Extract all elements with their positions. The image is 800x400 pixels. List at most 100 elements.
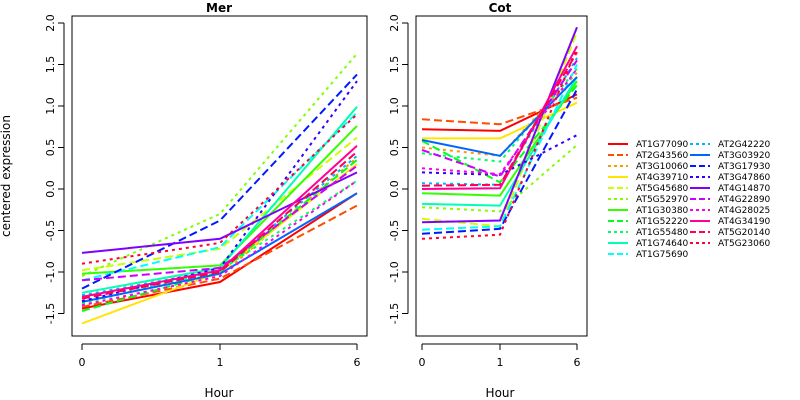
legend-label: AT3G17930 [718,162,771,172]
y-tick-label: 0.0 [388,180,401,198]
series-line-at5g45680 [81,136,358,272]
legend-label: AT4G39710 [636,173,689,183]
y-axis-mer: -1.5 -1.0 -0.5 0.0 0.5 1.0 1.5 2.0 [44,14,65,324]
legend-item: AT1G74640 [608,239,689,249]
series-line-at5g20140 [421,51,578,187]
legend-label: AT3G47860 [718,173,771,183]
legend-item: AT1G52220 [608,217,689,227]
legend-label: AT4G28025 [718,206,770,216]
legend-item: AT5G20140 [690,228,771,238]
series-line-at4g34190 [81,145,358,298]
series-line-at3g03920 [421,76,578,157]
y-tick-label: 1.0 [388,97,401,115]
legend-item: AT4G14870 [690,184,771,194]
legend-item: AT1G75690 [608,250,689,260]
series-line-at4g28025 [421,68,578,176]
legend-label: AT1G74640 [636,239,689,249]
series-line-at3g17930 [81,73,358,290]
y-tick-label: 1.5 [44,56,57,74]
panel-mer: Mer 0 1 6 -1.5 -1.0 -0.5 0.0 0.5 1.0 1.5 2.0 Hour [44,1,368,400]
legend-item: AT2G42220 [690,140,771,150]
legend-item: AT3G03920 [690,151,771,161]
series-line-at4g34190 [421,45,578,190]
x-axis-label-mer: Hour [205,386,234,400]
panel-cot: Cot 0 1 6 -1.5 -1.0 -0.5 0.0 0.5 1.0 1.5 2.0 Hour [388,1,588,400]
plot-frame-cot [415,15,588,337]
legend-label: AT1G75690 [636,250,689,260]
legend-item: AT3G10060 [608,162,689,172]
series-line-at1g75690 [421,64,578,231]
legend-label: AT3G10060 [636,162,689,172]
series-line-at1g75690 [81,111,358,282]
legend-label: AT4G34190 [718,217,771,227]
legend-item: AT5G23060 [690,239,771,249]
legend-item: AT3G17930 [690,162,771,172]
x-tick-label: 1 [217,356,224,369]
series-line-at4g28025 [81,179,358,307]
legend-label: AT4G22890 [718,195,771,205]
plot-frame-mer [71,15,368,337]
y-tick-label: -1.5 [44,303,57,324]
y-tick-label: 0.0 [44,180,57,198]
legend-item: AT5G45680 [608,184,689,194]
y-axis-label: centered expression [0,115,13,237]
x-axis-label-cot: Hour [486,386,515,400]
legend-item: AT4G28025 [690,206,770,216]
series-line-at5g52970 [81,53,358,278]
panel-title-mer: Mer [206,1,232,15]
legend-item: AT1G30380 [608,206,689,216]
x-tick-label: 0 [419,356,426,369]
series-layer-mer [81,53,358,325]
legend-item: AT3G47860 [690,173,771,183]
y-tick-label: -1.0 [44,261,57,282]
series-line-at4g22890 [81,164,358,282]
legend-label: AT1G30380 [636,206,689,216]
x-tick-label: 6 [354,356,361,369]
y-tick-label: 2.0 [44,14,57,32]
legend-item: AT5G52970 [608,195,689,205]
series-line-at5g52970 [421,144,578,213]
legend-item: AT4G22890 [690,195,771,205]
legend-label: AT4G14870 [718,184,771,194]
legend-item: AT4G39710 [608,173,689,183]
x-axis-cot: 0 1 6 [419,343,581,369]
legend-item: AT1G77090 [608,140,689,150]
legend-label: AT5G45680 [636,184,689,194]
series-line-at3g03920 [81,192,358,303]
y-tick-label: -0.5 [388,220,401,241]
legend-label: AT2G43560 [636,151,689,161]
legend-item: AT2G43560 [608,151,689,161]
series-line-at1g55480 [421,68,578,163]
legend-label: AT1G52220 [636,217,689,227]
legend: AT1G77090AT2G43560AT3G10060AT4G39710AT5G… [608,140,771,260]
series-line-at1g77090 [81,192,358,310]
series-line-at4g22890 [421,59,578,178]
legend-label: AT5G23060 [718,239,771,249]
series-layer-cot [421,26,578,240]
series-line-at1g30380 [81,125,358,275]
series-line-at5g23060 [421,47,578,240]
y-tick-label: 2.0 [388,14,401,32]
legend-label: AT2G42220 [718,140,771,150]
y-axis-cot: -1.5 -1.0 -0.5 0.0 0.5 1.0 1.5 2.0 [388,14,409,324]
legend-item: AT4G34190 [690,217,771,227]
y-tick-label: 0.5 [388,139,401,157]
legend-item: AT1G55480 [608,228,689,238]
series-line-at2g43560 [421,96,578,126]
series-line-at4g14870 [81,171,358,254]
legend-label: AT5G20140 [718,228,771,238]
y-tick-label: 1.0 [44,97,57,115]
x-axis-mer: 0 1 6 [79,343,361,369]
y-tick-label: -1.0 [388,261,401,282]
legend-label: AT3G03920 [718,151,771,161]
series-line-at3g17930 [421,88,578,235]
legend-label: AT1G77090 [636,140,689,150]
y-tick-label: -1.5 [388,303,401,324]
x-tick-label: 6 [574,356,581,369]
series-line-at2g43560 [81,204,358,308]
y-tick-label: -0.5 [44,220,57,241]
x-tick-label: 0 [79,356,86,369]
panel-title-cot: Cot [489,1,512,15]
y-tick-label: 0.5 [44,139,57,157]
